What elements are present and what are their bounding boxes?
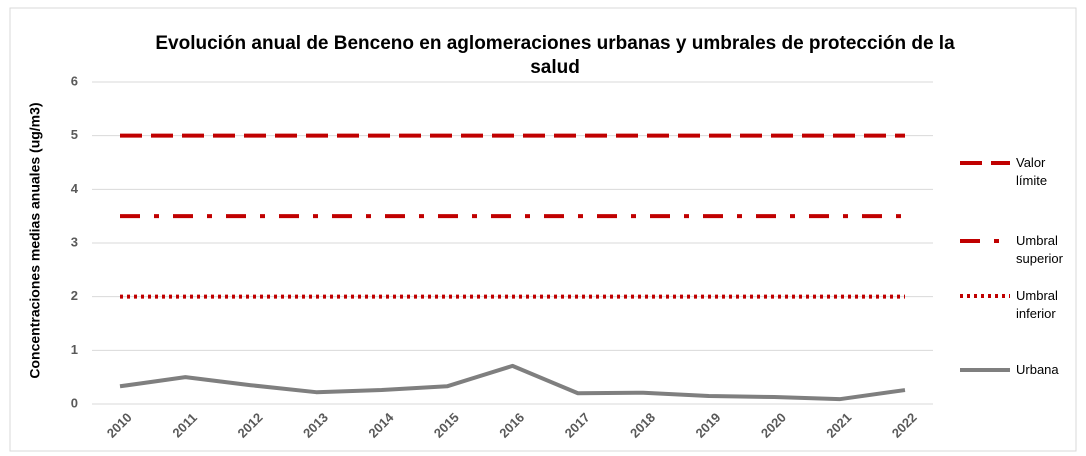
y-tick-label: 5	[71, 127, 78, 142]
y-tick-label: 2	[71, 288, 78, 303]
legend-label: Urbana	[1016, 362, 1059, 377]
legend-label: Umbral inferior	[1016, 288, 1058, 321]
y-axis-label: Concentraciones medias anuales (ug/m3)	[26, 102, 43, 379]
series-line	[119, 363, 906, 402]
y-tick-label: 1	[71, 342, 78, 357]
y-tick-label: 0	[71, 395, 78, 410]
legend-label: Umbral superior	[1016, 233, 1063, 266]
y-tick-label: 6	[71, 73, 78, 88]
legend-label: Valor límite	[1016, 155, 1048, 188]
y-tick-label: 3	[71, 234, 78, 249]
chart-title: Evolución anual de Benceno en aglomeraci…	[155, 33, 955, 78]
y-tick-label: 4	[71, 181, 79, 196]
